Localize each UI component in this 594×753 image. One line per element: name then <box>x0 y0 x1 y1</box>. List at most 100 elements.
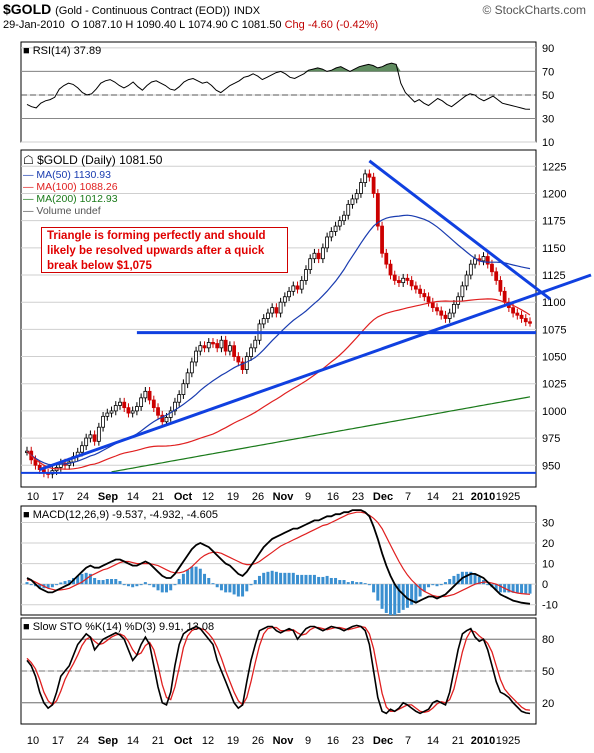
price-candle-body <box>380 225 384 254</box>
macd-histogram-bar <box>63 581 67 585</box>
date-axis-label: 19 <box>227 735 239 747</box>
price-candle-body <box>134 406 139 412</box>
sto-k-line <box>26 624 531 715</box>
date-axis-label: 1925 <box>496 491 520 503</box>
macd-histogram-bar <box>359 582 363 585</box>
rsi-line <box>26 62 531 110</box>
macd-histogram-bar <box>507 584 511 593</box>
price-candle-body <box>88 434 93 439</box>
price-tick-label: 1075 <box>542 324 566 336</box>
sto-tick-label: 80 <box>542 634 554 646</box>
price-candle-body <box>426 296 431 303</box>
date-axis-label: 21 <box>152 491 164 503</box>
macd-tick-label: -10 <box>542 600 558 612</box>
price-tick-label: 1225 <box>542 161 566 173</box>
date-axis-label: 9 <box>305 491 311 503</box>
macd-histogram-bar <box>397 584 401 613</box>
date-axis-label: 21 <box>452 735 464 747</box>
macd-histogram-bar <box>473 573 477 585</box>
macd-histogram-bar <box>393 584 397 615</box>
ma200-line <box>111 396 531 473</box>
price-candle-body <box>92 434 97 442</box>
price-tick-label: 950 <box>542 460 560 472</box>
macd-histogram-bar <box>198 568 202 585</box>
price-candle-body <box>156 407 160 416</box>
macd-histogram-bar <box>520 584 524 594</box>
macd-histogram-bar <box>236 584 240 597</box>
macd-histogram-bar <box>452 575 456 585</box>
price-candle-body <box>278 301 283 314</box>
macd-histogram-bar <box>279 572 283 585</box>
price-candle-body <box>316 252 321 260</box>
macd-histogram-bar <box>389 584 393 615</box>
macd-histogram-bar <box>384 584 388 613</box>
macd-histogram-bar <box>164 584 168 593</box>
macd-histogram-bar <box>494 584 498 591</box>
macd-histogram-bar <box>122 584 126 586</box>
date-axis-label: Nov <box>273 491 295 503</box>
date-axis-label: 17 <box>52 735 64 747</box>
macd-label: ■ MACD(12,26,9) -9.537, -4.932, -4.605 <box>23 509 218 521</box>
macd-line <box>26 509 531 605</box>
quote-change: Chg -4.60 (-0.42%) <box>284 19 379 31</box>
macd-histogram-bar <box>477 576 481 585</box>
macd-histogram-bar <box>410 584 414 605</box>
macd-histogram-bar <box>456 573 460 585</box>
price-legend-item: — MA(50) 1130.93 <box>23 169 111 181</box>
quote-high: H 1090.40 <box>125 19 177 31</box>
date-axis-label: 12 <box>202 735 214 747</box>
price-candle-body <box>333 225 338 232</box>
macd-histogram-bar <box>93 577 97 585</box>
price-candle-body <box>485 256 490 265</box>
date-axis-label: Oct <box>174 491 193 503</box>
price-candle-body <box>413 285 418 290</box>
macd-histogram-bar <box>291 572 295 585</box>
macd-histogram-bar <box>515 584 519 593</box>
price-tick-label: 1150 <box>542 243 566 255</box>
macd-histogram-bar <box>55 584 59 586</box>
price-candle-body <box>189 361 194 374</box>
macd-histogram-bar <box>287 572 291 585</box>
macd-tick-label: 0 <box>542 579 548 591</box>
macd-histogram-bar <box>249 584 253 586</box>
macd-tick-label: 20 <box>542 538 554 550</box>
brand-watermark: © StockCharts.com <box>482 3 586 17</box>
price-candle-body <box>452 303 456 314</box>
date-axis-label: Dec <box>373 735 393 747</box>
price-candle-body <box>185 372 190 385</box>
price-candle-body <box>215 343 220 349</box>
price-candle-body <box>464 274 469 287</box>
price-candle-body <box>202 345 207 349</box>
date-axis-label: 10 <box>27 491 39 503</box>
price-candle-body <box>515 312 520 316</box>
price-legend-item: — Volume undef <box>23 205 101 217</box>
date-axis-label: 23 <box>352 491 364 503</box>
price-candle-body <box>342 214 346 222</box>
price-candle-body <box>337 220 342 227</box>
macd-histogram-bar <box>88 573 92 585</box>
price-tick-label: 1125 <box>542 270 566 282</box>
macd-histogram-bar <box>101 580 105 585</box>
price-candle-body <box>211 342 215 345</box>
date-axis-label: 7 <box>405 735 411 747</box>
annotation-box: Triangle is forming perfectly and should… <box>41 227 288 273</box>
macd-histogram-bar <box>257 575 261 585</box>
price-candle-body <box>375 193 380 227</box>
macd-histogram-bar <box>219 584 223 591</box>
date-axis-label: Dec <box>373 491 393 503</box>
price-candle-body <box>274 307 279 314</box>
macd-histogram-bar <box>203 573 207 585</box>
price-candle-body <box>523 318 528 323</box>
macd-histogram-bar <box>355 582 359 585</box>
macd-histogram-bar <box>334 577 338 585</box>
price-candle-body <box>439 310 444 316</box>
price-title: ☖ $GOLD (Daily) 1081.50 <box>23 153 163 167</box>
price-candle-body <box>388 263 393 276</box>
macd-tick-label: 10 <box>542 559 554 571</box>
date-axis-label: 2010 <box>471 491 495 503</box>
macd-histogram-bar <box>97 580 101 585</box>
date-axis-label: 24 <box>77 491 89 503</box>
macd-histogram-bar <box>156 584 160 591</box>
price-candle-body <box>147 390 152 401</box>
price-candle-body <box>223 339 228 352</box>
